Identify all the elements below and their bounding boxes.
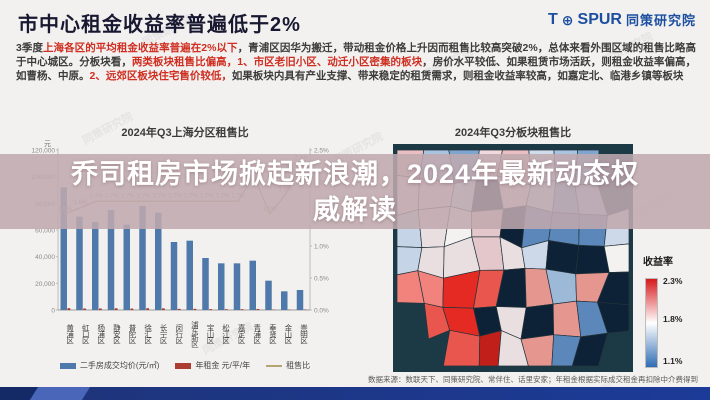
logo-brand-t: T bbox=[548, 10, 558, 28]
category-label: 长宁区 bbox=[159, 324, 169, 344]
legend-item: 租售比 bbox=[266, 360, 310, 371]
tospur-logo: T ⊕ SPUR 同策研究院 bbox=[548, 10, 696, 29]
category-label: 奉贤区 bbox=[268, 324, 278, 344]
summary-text: ，青浦区因华为搬迁，带动租金价格上升因而租售比较高突破2%，总体来看外围区域的租… bbox=[16, 42, 696, 68]
map-legend: 收益率 2.3% 1.8% 1.1% bbox=[643, 253, 705, 368]
left-chart-title: 2024年Q3上海分区租售比 bbox=[121, 127, 249, 139]
data-source-note: 数据来源：数联天下、同策研究院、常伴住、话里安家；年租金根据实际成交租金再扣除中… bbox=[368, 375, 698, 384]
category-label: 浦东新区 bbox=[190, 321, 200, 347]
logo-suffix: 同策研究院 bbox=[625, 13, 696, 28]
legend-item: 年租金 元/平/年 bbox=[175, 360, 250, 371]
category-label: 崇明区 bbox=[299, 324, 309, 344]
color-scale-gradient bbox=[645, 278, 658, 368]
category-label: 徐汇区 bbox=[143, 324, 153, 344]
footer-accent-light bbox=[29, 387, 91, 400]
category-label: 松江区 bbox=[221, 324, 231, 344]
map-plate-cell bbox=[552, 300, 582, 338]
map-plate-cell bbox=[571, 332, 609, 367]
summary-text: 3季度 bbox=[16, 42, 43, 54]
scale-label-high: 2.3% bbox=[663, 276, 683, 286]
svg-text:2.5%: 2.5% bbox=[314, 148, 329, 155]
globe-icon: ⊕ bbox=[561, 12, 574, 28]
svg-text:0: 0 bbox=[51, 308, 55, 315]
right-chart-title: 2024年Q3分板块租售比 bbox=[454, 127, 572, 139]
page-title: 市中心租金收益率普遍低于2% bbox=[18, 14, 301, 36]
summary-paragraph: 3季度上海各区的平均租金收益率普遍在2%以下，青浦区因华为搬迁，带动租金价格上升… bbox=[16, 41, 696, 83]
svg-text:60,000: 60,000 bbox=[35, 228, 55, 235]
legend-swatch bbox=[59, 362, 76, 369]
svg-text:1.0%: 1.0% bbox=[314, 244, 329, 251]
category-label: 宝山区 bbox=[205, 324, 215, 344]
category-label: 静安区 bbox=[112, 324, 122, 344]
map-plate-cell bbox=[520, 303, 555, 340]
category-label: 金山区 bbox=[283, 324, 293, 344]
scale-label-mid: 1.8% bbox=[663, 314, 683, 324]
headline-line2: 威解读 bbox=[313, 194, 397, 225]
headline-overlay-banner: 乔司租房市场掀起新浪潮，2024年最新动态权 威解读 bbox=[0, 154, 710, 229]
legend-swatch bbox=[175, 362, 192, 369]
map-plate-cell bbox=[575, 245, 610, 275]
legend-swatch bbox=[266, 364, 283, 367]
chart-legend: 二手房成交均价(元/㎡) 年租金 元/平/年 租售比 bbox=[20, 360, 350, 371]
svg-text:40,000: 40,000 bbox=[35, 254, 55, 261]
legend-label: 租售比 bbox=[286, 361, 311, 370]
map-plate-cell bbox=[545, 240, 580, 275]
category-label: 杨浦区 bbox=[96, 324, 106, 344]
map-plate-cell bbox=[442, 329, 481, 367]
category-label: 普陀区 bbox=[127, 324, 137, 344]
footer-bar bbox=[0, 387, 710, 400]
category-label: 黄浦区 bbox=[65, 324, 75, 344]
legend-label: 二手房成交均价(元/㎡) bbox=[79, 361, 160, 370]
scale-label-low: 1.1% bbox=[663, 356, 683, 366]
summary-highlight: 2、远郊区板块住宅售价较低， bbox=[89, 70, 232, 82]
summary-highlight: 上海各区的平均租金收益率普遍在2%以下 bbox=[43, 42, 238, 54]
legend-item: 二手房成交均价(元/㎡) bbox=[59, 360, 160, 371]
category-label: 闵行区 bbox=[174, 324, 184, 344]
category-label: 青浦区 bbox=[252, 324, 262, 344]
logo-brand-rest: SPUR bbox=[577, 10, 622, 28]
map-plate-cell bbox=[478, 330, 502, 367]
summary-text: ，房价水平较低、如果租赁市场活跃，则租金收益率偏高，如曹杨、中原。 bbox=[16, 56, 697, 82]
category-label: 虹口区 bbox=[81, 324, 91, 344]
map-plate-cell bbox=[596, 301, 630, 334]
svg-text:0.5%: 0.5% bbox=[314, 276, 329, 283]
category-label: 嘉定区 bbox=[237, 324, 247, 344]
summary-text: 如果板块内具有产业支撑、带来稳定的租赁需求，则租金收益率较高，如嘉定北、临港乡镇… bbox=[231, 70, 684, 82]
legend-label: 年租金 元/平/年 bbox=[195, 361, 251, 370]
svg-text:0.0%: 0.0% bbox=[314, 308, 329, 315]
svg-text:120,000: 120,000 bbox=[32, 148, 56, 155]
map-legend-title: 收益率 bbox=[643, 257, 673, 268]
summary-highlight: 两类板块租售比偏高，1、市区老旧小区、动迁小区密集的板块 bbox=[131, 56, 423, 68]
svg-text:20,000: 20,000 bbox=[35, 281, 55, 288]
headline-line1: 乔司租房市场掀起新浪潮，2024年最新动态权 bbox=[70, 158, 640, 189]
x-axis-category-labels: 黄浦区 虹口区 杨浦区 静安区 普陀区 徐汇区 长宁区 闵行区 浦东新区 宝山区 松江区 嘉定区 青浦区… bbox=[60, 314, 310, 354]
svg-text:元: 元 bbox=[44, 140, 51, 148]
